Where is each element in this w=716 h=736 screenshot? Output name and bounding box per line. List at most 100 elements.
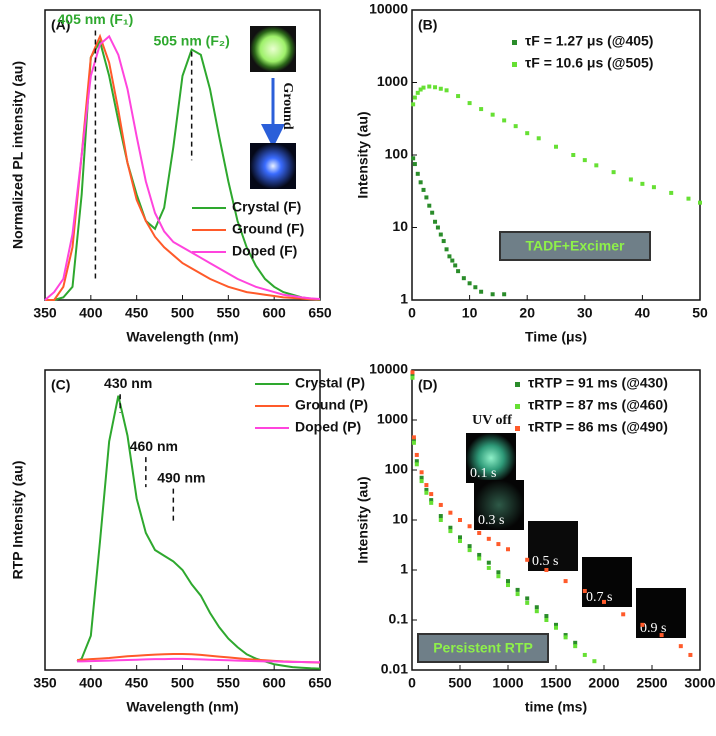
point bbox=[450, 258, 455, 263]
x-tick-label: 0 bbox=[408, 305, 416, 321]
point bbox=[418, 87, 423, 92]
point bbox=[496, 574, 501, 579]
point bbox=[490, 292, 495, 297]
point bbox=[686, 196, 691, 201]
legend-label: Ground (F) bbox=[232, 221, 304, 237]
point bbox=[536, 136, 541, 141]
point bbox=[534, 609, 539, 614]
x-axis-label: Wavelength (nm) bbox=[126, 329, 238, 345]
point bbox=[513, 124, 518, 129]
legend-label: Crystal (P) bbox=[295, 375, 365, 391]
x-tick-label: 500 bbox=[171, 675, 195, 691]
point bbox=[502, 292, 507, 297]
point bbox=[412, 95, 417, 100]
x-axis-label: Time (μs) bbox=[525, 329, 587, 345]
x-tick-label: 0 bbox=[408, 675, 416, 691]
callout-box bbox=[417, 633, 549, 663]
y-tick-label: 1 bbox=[400, 561, 408, 577]
x-tick-label: 10 bbox=[462, 305, 478, 321]
point bbox=[544, 568, 549, 572]
curve bbox=[77, 657, 320, 664]
point bbox=[438, 518, 443, 522]
point bbox=[688, 652, 693, 657]
x-tick-label: 550 bbox=[217, 305, 241, 321]
y-tick-label: 10000 bbox=[369, 1, 408, 17]
point bbox=[461, 276, 466, 281]
point bbox=[429, 498, 434, 503]
point bbox=[525, 596, 530, 601]
legend-label: τRTP = 86 ms (@490) bbox=[528, 419, 668, 435]
point bbox=[467, 544, 472, 549]
x-tick-label: 400 bbox=[79, 675, 103, 691]
point bbox=[611, 170, 616, 175]
curve bbox=[44, 34, 321, 301]
panel-label: (B) bbox=[418, 17, 437, 33]
point bbox=[506, 547, 510, 552]
point bbox=[419, 479, 424, 484]
x-tick-label: 500 bbox=[171, 305, 195, 321]
point bbox=[592, 659, 597, 664]
legend-swatch bbox=[515, 404, 520, 409]
point bbox=[424, 483, 429, 488]
point bbox=[411, 102, 416, 107]
point bbox=[554, 622, 558, 627]
x-tick-label: 650 bbox=[308, 675, 332, 691]
inset-photo bbox=[474, 480, 524, 530]
point bbox=[415, 90, 420, 95]
point bbox=[477, 552, 482, 557]
x-tick-label: 1500 bbox=[540, 675, 571, 691]
point bbox=[435, 225, 440, 230]
x-axis-label: Wavelength (nm) bbox=[126, 699, 238, 715]
point bbox=[421, 85, 426, 90]
x-tick-label: 350 bbox=[33, 305, 57, 321]
inset-label: 0.7 s bbox=[586, 590, 612, 605]
point bbox=[412, 162, 417, 167]
point bbox=[477, 556, 482, 561]
point bbox=[502, 118, 507, 123]
point bbox=[525, 557, 530, 562]
x-tick-label: 500 bbox=[448, 675, 472, 691]
x-tick-label: 20 bbox=[519, 305, 535, 321]
point bbox=[669, 190, 674, 195]
x-tick-label: 40 bbox=[635, 305, 651, 321]
point bbox=[554, 625, 558, 630]
panel-label: (D) bbox=[418, 377, 437, 393]
point bbox=[678, 644, 683, 649]
x-tick-label: 30 bbox=[577, 305, 593, 321]
point bbox=[419, 470, 424, 475]
y-tick-label: 10 bbox=[392, 218, 408, 234]
point bbox=[621, 612, 626, 617]
point bbox=[496, 570, 501, 575]
y-axis-label: Intensity (au) bbox=[355, 476, 371, 563]
inset-label: 0.3 s bbox=[478, 513, 504, 528]
point bbox=[571, 153, 576, 157]
annotation: 505 nm (F₂) bbox=[154, 32, 230, 48]
x-tick-label: 450 bbox=[125, 305, 149, 321]
point bbox=[410, 375, 415, 380]
curve bbox=[76, 395, 321, 670]
point bbox=[414, 462, 419, 467]
point bbox=[573, 640, 578, 645]
x-tick-label: 1000 bbox=[492, 675, 523, 691]
annotation: 430 nm bbox=[104, 375, 152, 391]
point bbox=[698, 200, 702, 205]
point bbox=[438, 232, 443, 237]
point bbox=[582, 158, 587, 163]
legend-swatch bbox=[512, 62, 517, 67]
y-tick-label: 1000 bbox=[377, 73, 408, 89]
point bbox=[582, 589, 587, 594]
point bbox=[411, 156, 416, 161]
callout-box bbox=[499, 231, 651, 261]
curve bbox=[45, 33, 321, 301]
callout-text: Persistent RTP bbox=[433, 640, 533, 656]
point bbox=[473, 285, 478, 290]
legend-label: Doped (F) bbox=[232, 243, 297, 259]
point bbox=[427, 203, 432, 208]
point bbox=[486, 565, 491, 570]
inset-label: 0.1 s bbox=[470, 466, 496, 481]
legend-label: τRTP = 87 ms (@460) bbox=[528, 397, 668, 413]
point bbox=[525, 600, 530, 605]
point bbox=[410, 370, 415, 375]
x-tick-label: 450 bbox=[125, 675, 149, 691]
